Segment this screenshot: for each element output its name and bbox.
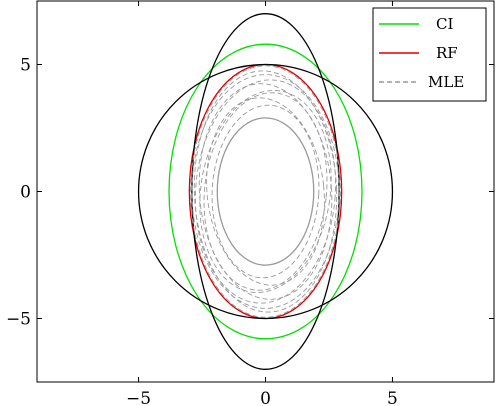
y-tick-label: 5	[20, 56, 31, 76]
x-tick-label: 5	[387, 389, 398, 406]
curve-2	[137, 63, 394, 320]
curve-12	[193, 70, 338, 313]
curve-ci	[168, 43, 363, 340]
legend: CI RF MLE	[372, 7, 487, 102]
legend-label-ci: CI	[436, 15, 453, 33]
legend-label-rf: RF	[436, 44, 458, 62]
curve-4	[216, 117, 315, 266]
curve-9	[203, 92, 328, 291]
curve-mle	[190, 65, 341, 318]
curve-11	[211, 104, 320, 279]
ticks-layer	[37, 1, 494, 382]
curve-7	[194, 79, 337, 304]
x-tick-label: −5	[126, 389, 151, 406]
y-tick-label: 0	[20, 183, 31, 203]
tick-labels-layer: −5 0 5 −5 0 5	[6, 56, 398, 406]
curve-6	[191, 74, 340, 309]
curves-layer	[137, 13, 394, 370]
curve-10	[206, 97, 325, 286]
y-tick-label: −5	[6, 310, 31, 330]
curve-13	[199, 90, 332, 293]
x-tick-label: 0	[260, 389, 271, 406]
legend-label-mle: MLE	[428, 73, 464, 91]
